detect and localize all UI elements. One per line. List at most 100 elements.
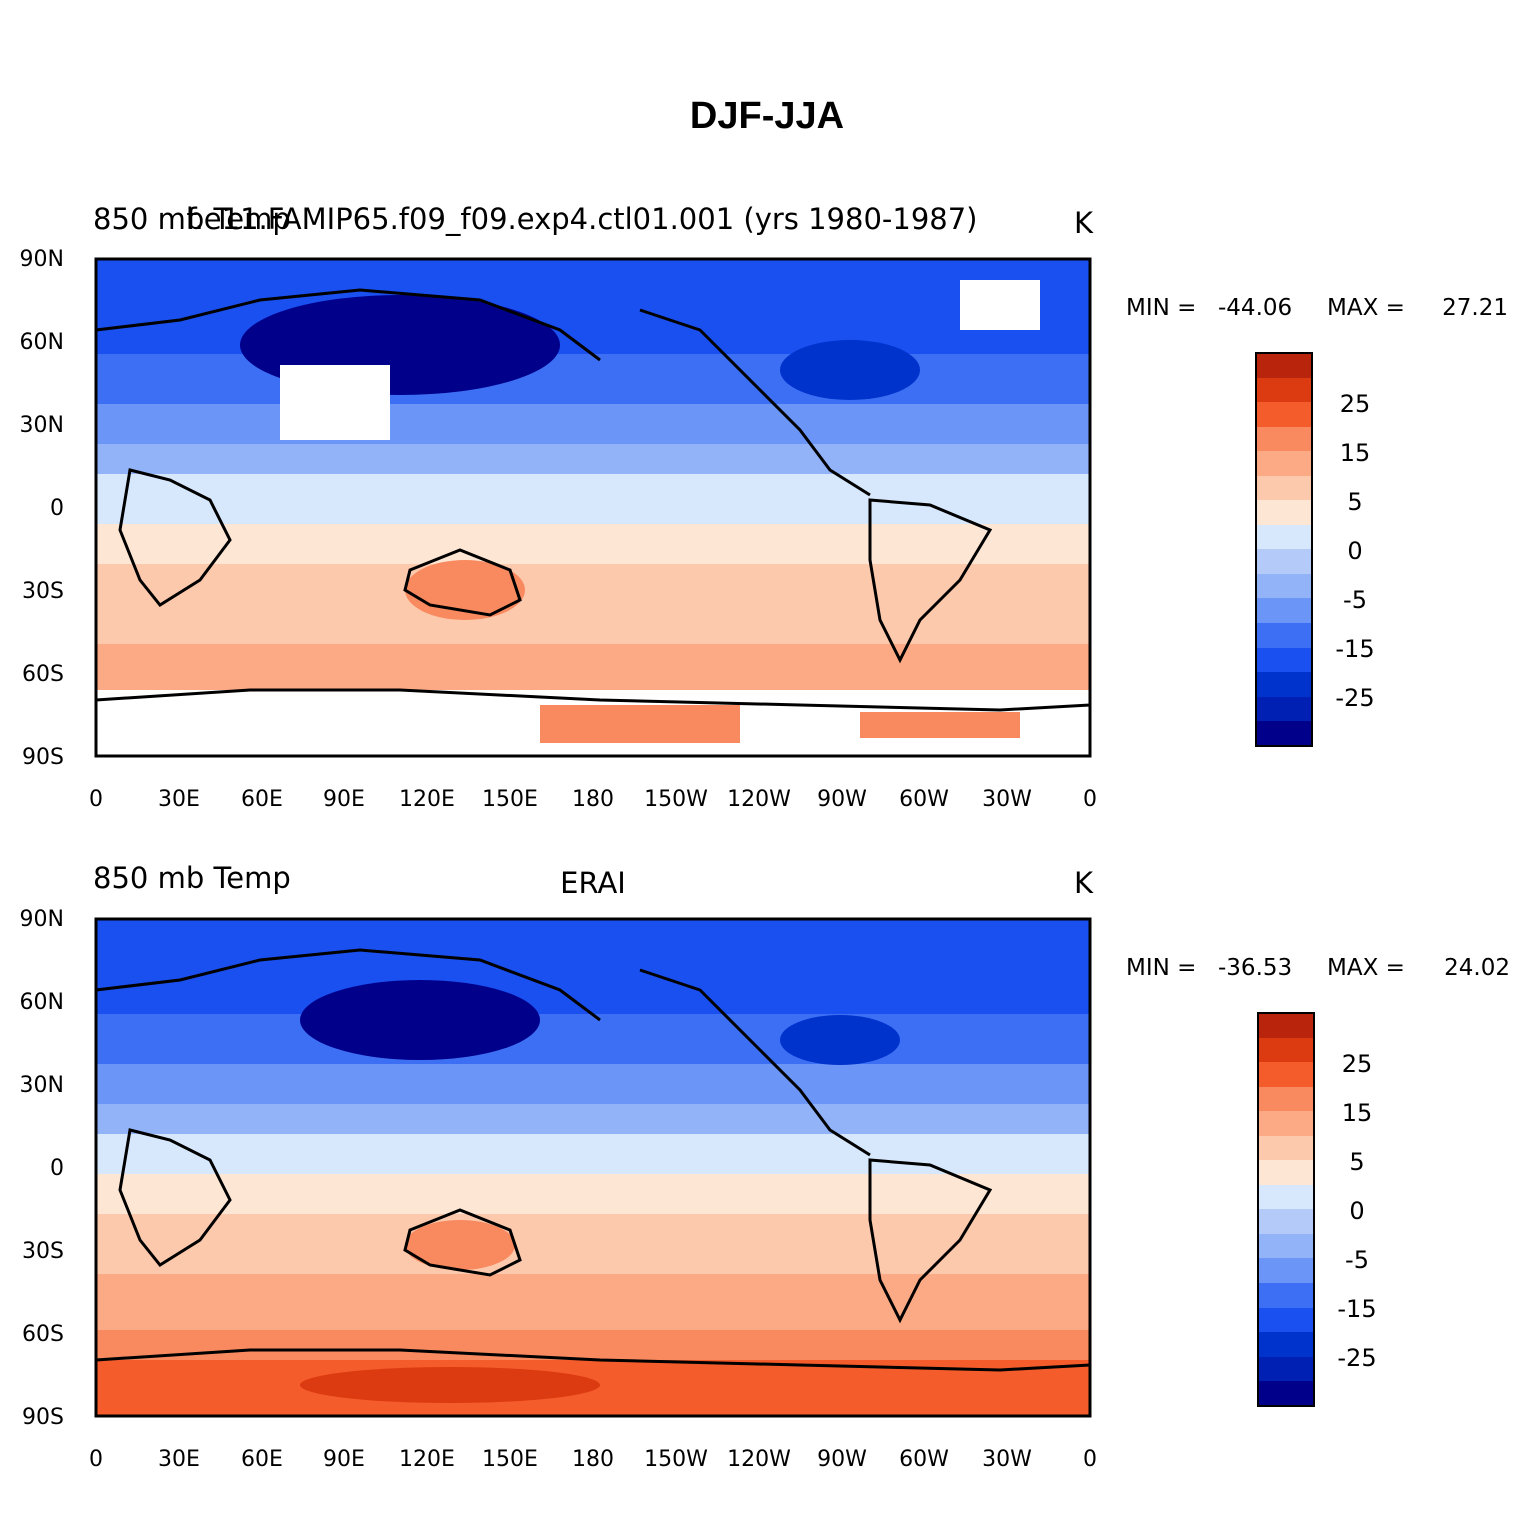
- max-label: MAX =: [1327, 955, 1405, 981]
- warm-patch: [860, 712, 1020, 738]
- cool-band: [96, 444, 1090, 474]
- map-plot: [94, 917, 1092, 1418]
- max-label: MAX =: [1327, 295, 1405, 321]
- colorbar-label: 25: [1340, 390, 1371, 418]
- lat-label: 90N: [20, 907, 64, 932]
- warm-patch: [540, 705, 740, 743]
- lat-tick-labels: 90N 60N 30N 0 30S 60S 90S: [20, 907, 64, 1430]
- colorbar-label: 0: [1349, 1197, 1364, 1225]
- colorbar-box: [1256, 598, 1312, 623]
- coastlines: [95, 288, 1091, 712]
- colorbar-box: [1258, 1111, 1314, 1136]
- lon-label: 0: [89, 1447, 103, 1472]
- min-label: MIN =: [1126, 955, 1196, 981]
- colorbar-box: [1256, 549, 1312, 574]
- colorbar-box: [1256, 476, 1312, 500]
- cool-band: [96, 404, 1090, 444]
- panel-units: K: [1074, 206, 1094, 240]
- lat-label: 0: [50, 496, 64, 521]
- colorbar-frame: [1255, 352, 1313, 747]
- colorbar-box: [1258, 1258, 1314, 1283]
- lon-label: 150E: [482, 1447, 538, 1472]
- colorbar-box: [1258, 1013, 1314, 1038]
- colorbar-box: [1256, 525, 1312, 549]
- lat-label: 60S: [22, 1322, 64, 1347]
- colorbar-label: -5: [1345, 1246, 1369, 1274]
- colorbar-box: [1256, 721, 1312, 746]
- lat-label: 60N: [20, 990, 64, 1015]
- cold-band: [96, 354, 1090, 404]
- lon-label: 30E: [158, 787, 200, 812]
- warm-band: [96, 1214, 1090, 1274]
- lat-label: 60N: [20, 330, 64, 355]
- panel-units: K: [1074, 866, 1094, 900]
- colorbar-label: -25: [1335, 684, 1374, 712]
- lon-tick-labels: 0 30E 60E 90E 120E 150E 180 150W 120W 90…: [89, 787, 1097, 812]
- lat-label: 30S: [22, 579, 64, 604]
- colorbar-box: [1258, 1283, 1314, 1308]
- lat-tick-labels: 90N 60N 30N 0 30S 60S 90S: [20, 247, 64, 770]
- coastlines: [95, 948, 1091, 1372]
- lon-label: 150E: [482, 787, 538, 812]
- colorbar-box: [1256, 402, 1312, 427]
- colorbar-box: [1258, 1308, 1314, 1332]
- colorbar-box: [1258, 1332, 1314, 1357]
- lon-label: 120E: [399, 787, 455, 812]
- colorbar-box: [1258, 1357, 1314, 1381]
- colorbar: -25 -15 -5 0 5 15 25: [1255, 352, 1375, 747]
- lon-label: 90W: [817, 1447, 867, 1472]
- lon-label: 60W: [899, 1447, 949, 1472]
- warm-band: [96, 1174, 1090, 1214]
- colorbar-box: [1258, 1062, 1314, 1087]
- lon-label: 90W: [817, 787, 867, 812]
- lon-label: 120E: [399, 1447, 455, 1472]
- max-value: 27.21: [1442, 295, 1508, 321]
- colorbar-box: [1258, 1038, 1314, 1062]
- cold-core-canada: [780, 340, 920, 400]
- lon-label: 60E: [241, 1447, 283, 1472]
- lon-label: 30W: [982, 1447, 1032, 1472]
- colorbar-box: [1258, 1381, 1314, 1406]
- colorbar-label: 0: [1347, 537, 1362, 565]
- colorbar-label: -15: [1337, 1295, 1376, 1323]
- panel-center-title: f.e11.FAMIP65.f09_f09.exp4.ctl01.001 (yr…: [186, 202, 977, 236]
- lat-label: 90N: [20, 247, 64, 272]
- colorbar: -25 -15 -5 0 5 15 25: [1257, 1012, 1377, 1407]
- colorbar-label: 15: [1342, 1099, 1373, 1127]
- colorbar-label: -25: [1337, 1344, 1376, 1372]
- max-value: 24.02: [1444, 955, 1510, 981]
- missing-data-tibet: [280, 365, 390, 440]
- warm-band: [96, 1330, 1090, 1360]
- lon-label: 150W: [644, 787, 708, 812]
- hot-core-antarctica: [300, 1367, 600, 1403]
- lon-label: 60E: [241, 787, 283, 812]
- warm-core-australia: [405, 1220, 515, 1270]
- colorbar-box: [1256, 623, 1312, 648]
- lon-label: 150W: [644, 1447, 708, 1472]
- panel-center-title: ERAI: [560, 866, 626, 900]
- min-label: MIN =: [1126, 295, 1196, 321]
- lon-label: 90E: [323, 1447, 365, 1472]
- colorbar-box: [1258, 1234, 1314, 1258]
- warm-band: [96, 1274, 1090, 1330]
- warm-band: [96, 564, 1090, 644]
- panel-reanalysis: 850 mb Temp ERAI K: [20, 861, 1510, 1472]
- lat-label: 0: [50, 1156, 64, 1181]
- lat-label: 90S: [22, 745, 64, 770]
- lon-label: 180: [572, 787, 614, 812]
- lat-label: 30N: [20, 1073, 64, 1098]
- colorbar-label: -15: [1335, 635, 1374, 663]
- lat-label: 90S: [22, 1405, 64, 1430]
- lon-tick-labels: 0 30E 60E 90E 120E 150E 180 150W 120W 90…: [89, 1447, 1097, 1472]
- colorbar-box: [1256, 378, 1312, 402]
- cold-core-canada: [780, 1015, 900, 1065]
- colorbar-label: -5: [1343, 586, 1367, 614]
- colorbar-box: [1258, 1209, 1314, 1234]
- colorbar-box: [1256, 648, 1312, 672]
- neutral-band: [96, 474, 1090, 524]
- lon-label: 30E: [158, 1447, 200, 1472]
- cold-band-north: [96, 919, 1090, 1014]
- colorbar-label: 5: [1347, 488, 1362, 516]
- colorbar-box: [1258, 1087, 1314, 1111]
